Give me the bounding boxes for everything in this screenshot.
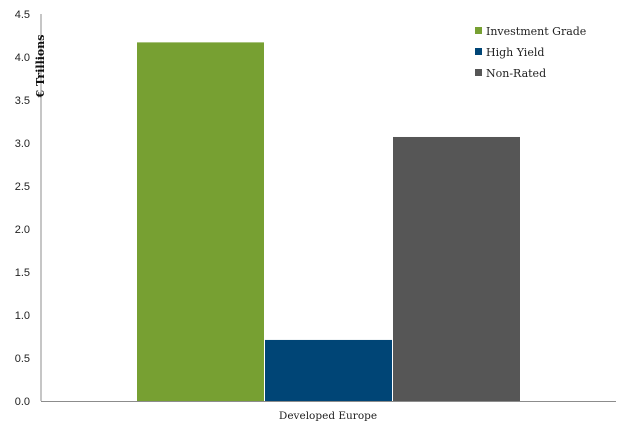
y-tick-label: 0.5: [15, 353, 30, 365]
bar-high-yield: [265, 339, 392, 401]
bar-non-rated: [393, 136, 520, 402]
legend-label: High Yield: [486, 46, 544, 59]
legend-swatch: [475, 48, 482, 55]
y-tick-label: 3.0: [15, 138, 30, 150]
y-tick-label: 1.0: [15, 310, 30, 322]
legend-label: Non-Rated: [486, 67, 546, 80]
y-axis-ticks: 0.0 0.5 1.0 1.5 2.0 2.5 3.0 3.5 4.0 4.5: [15, 9, 30, 408]
legend: Investment Grade High Yield Non-Rated: [475, 25, 586, 80]
x-category-label: Developed Europe: [279, 410, 377, 422]
y-tick-label: 4.5: [15, 9, 30, 21]
y-tick-label: 0.0: [15, 396, 30, 408]
y-tick-label: 4.0: [15, 52, 30, 64]
legend-swatch: [475, 69, 482, 76]
legend-swatch: [475, 27, 482, 34]
y-tick-label: 2.5: [15, 181, 30, 193]
bars: [137, 42, 520, 402]
bar-investment-grade: [137, 42, 264, 401]
legend-label: Investment Grade: [486, 25, 586, 38]
y-tick-label: 2.0: [15, 224, 30, 236]
y-tick-label: 1.5: [15, 267, 30, 279]
y-axis-label: € Trillions: [34, 35, 47, 99]
y-tick-label: 3.5: [15, 95, 30, 107]
